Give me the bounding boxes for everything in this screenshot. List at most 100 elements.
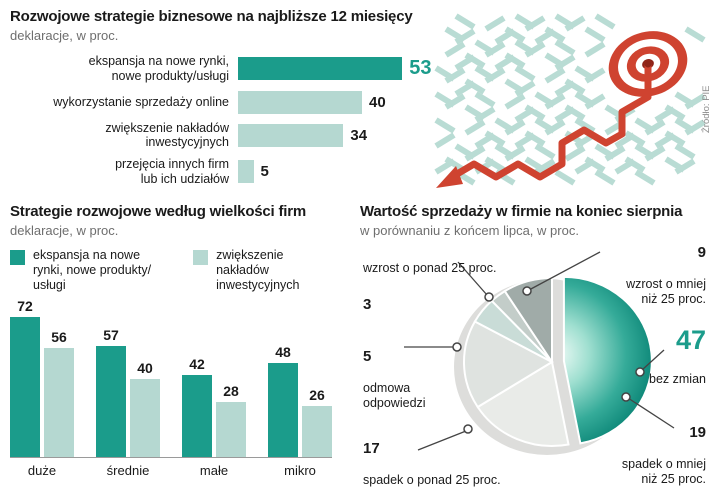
maze-wall [574,117,596,134]
maze-wall [474,132,496,149]
maze-wall [554,54,576,71]
legend-swatch-investment [193,250,209,265]
bar-label: ekspansja na nowe rynki, nowe produkty/u… [88,54,229,83]
maze-wall [484,15,506,32]
bar-row: ekspansja na nowe rynki, nowe produkty/u… [10,54,458,84]
company-size-strategies-chart: Strategie rozwojowe według wielkości fir… [10,203,342,478]
bar [10,316,40,457]
maze-wall [674,158,696,175]
pie-slice-0 [562,275,653,445]
maze-wall [454,28,476,45]
bar-value: 34 [350,126,368,144]
bar [182,375,212,457]
bar [268,363,298,457]
maze-wall [464,119,486,136]
maze-wall [644,145,666,162]
pie-label-odmowa: 5 odmowa odpowiedzi [363,333,426,426]
maze-wall [684,26,706,43]
bar-row: przejęcia innych firm lub ich udziałów 5 [10,157,458,187]
bar-value: 57 [103,326,119,343]
maze-wall [514,80,536,97]
maze-wall [584,93,606,110]
maze-wall [554,169,576,186]
bar-groups: 72 56 57 40 42 28 48 26 [10,298,332,457]
category-axis: duże średnie małe mikro [10,457,332,478]
maze-wall [514,132,536,149]
slice-label: bez zmian [649,372,706,386]
maze-wall [444,93,466,110]
bar-value: 72 [17,297,33,314]
maze-wall [564,15,586,32]
maze-wall [524,15,546,32]
bar-value: 5 [260,163,269,181]
slice-label: spadek o mniej niż 25 proc. [621,457,706,486]
legend-label: zwiększenie nakładów inwestycyjnych [216,248,300,292]
pie-label-spadek-mniej-25: 19 spadek o mniej niż 25 proc. [622,409,706,487]
bar [238,57,403,81]
slice-value: 5 [363,348,372,365]
business-strategies-chart: Rozwojowe strategie biznesowe na najbliż… [10,8,458,194]
pie-slice-1 [476,360,570,447]
slice-value: 3 [363,296,372,313]
maze-wall [554,39,576,56]
maze-wall [604,145,626,162]
legend-item: zwiększenie nakładów inwestycyjnych [193,248,299,293]
slice-value: 9 [697,244,706,261]
slice-value: 17 [363,440,380,457]
maze-wall [544,93,566,110]
category-label: małe [199,463,229,478]
maze-wall [444,41,466,58]
bar [44,347,74,457]
maze-wall [534,28,556,45]
sales-value-chart: Wartość sprzedaży w firmie na koniec sie… [360,203,712,238]
bar-value: 42 [189,356,205,373]
bar [130,379,160,457]
maze-wall [484,67,506,84]
maze-wall [544,67,566,84]
pie-label-wzrost-mniej-25: 9 wzrost o mniej niż 25 proc. [626,229,706,322]
legend: ekspansja na nowe rynki, nowe produkty/ … [10,248,342,293]
legend-label: ekspansja na nowe rynki, nowe produkty/ … [33,248,152,292]
bar [238,90,362,114]
maze-wall [514,106,536,123]
bar-group-male: 42 28 [182,356,246,457]
maze-wall [504,93,526,110]
maze-wall [504,145,526,162]
bar-wrap: 42 [182,356,212,457]
chart-title: Wartość sprzedaży w firmie na koniec sie… [360,203,683,220]
maze-wall [514,65,536,82]
category-label: średnie [106,463,150,478]
category-label: mikro [284,463,316,478]
chart-subtitle: deklaracje, w proc. [10,28,119,43]
maze-wall [594,169,616,186]
maze-wall [554,80,576,97]
bar [238,160,254,184]
bar-wrap: 40 [130,360,160,457]
chart-title: Strategie rozwojowe według wielkości fir… [10,203,307,220]
bar [96,345,126,457]
pie-label-wzrost-ponad-25: wzrost o ponad 25 proc. 3 [363,246,496,329]
maze-wall [684,119,706,136]
maze-wall [434,117,456,134]
bar-wrap: 72 [10,298,40,457]
maze-wall [594,13,616,30]
bar-row: wykorzystanie sprzedaży online 40 [10,90,458,114]
bar [238,123,344,147]
bar-label: zwiększenie nakładów inwestycyjnych [105,120,229,150]
maze-wall [674,143,696,160]
bar-group-mikro: 48 26 [268,344,332,457]
source-credit: Źródło: PIE [701,85,712,133]
pie-label-spadek-ponad-25: 17 spadek o ponad 25 proc. [363,425,501,487]
maze-wall [434,158,456,175]
maze-wall [454,80,476,97]
bar-row: zwiększenie nakładów inwestycyjnych 34 [10,121,458,151]
legend-item: ekspansja na nowe rynki, nowe produkty/ … [10,248,151,293]
maze-wall [454,54,476,71]
maze-wall [434,132,456,149]
bar-wrap: 26 [302,387,332,457]
bar-label: przejęcia innych firm lub ich udziałów [115,157,229,186]
chart-subtitle: w porównaniu z końcem lipca, w proc. [360,223,579,238]
maze-wall [584,26,606,43]
